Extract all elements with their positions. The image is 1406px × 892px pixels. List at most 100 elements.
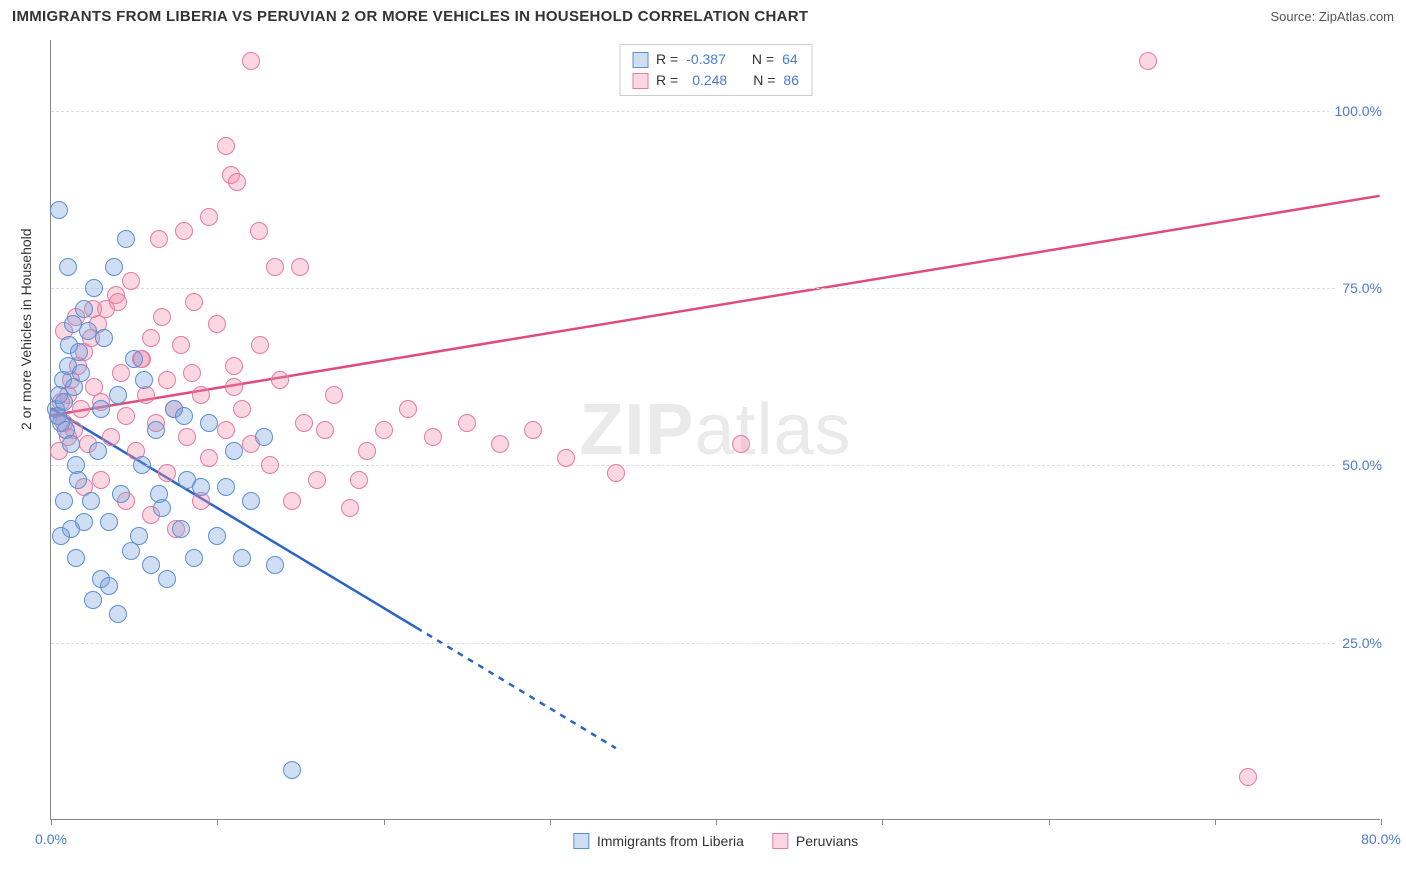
data-point-peruvian <box>358 442 376 460</box>
data-point-peruvian <box>1239 768 1257 786</box>
data-point-peruvian <box>185 293 203 311</box>
y-tick-label: 100.0% <box>1329 103 1382 119</box>
data-point-liberia <box>79 322 97 340</box>
data-point-liberia <box>172 520 190 538</box>
data-point-peruvian <box>251 336 269 354</box>
data-point-peruvian <box>375 421 393 439</box>
data-point-liberia <box>133 456 151 474</box>
data-point-peruvian <box>200 208 218 226</box>
trend-lines <box>51 40 1380 819</box>
data-point-peruvian <box>117 407 135 425</box>
data-point-liberia <box>185 549 203 567</box>
data-point-liberia <box>150 485 168 503</box>
data-point-liberia <box>109 386 127 404</box>
data-point-liberia <box>283 761 301 779</box>
data-point-liberia <box>92 400 110 418</box>
data-point-liberia <box>84 591 102 609</box>
x-tick-label: 80.0% <box>1361 831 1401 847</box>
legend-item-liberia: Immigrants from Liberia <box>573 833 744 849</box>
data-point-peruvian <box>153 308 171 326</box>
data-point-peruvian <box>112 364 130 382</box>
gridline <box>51 111 1380 112</box>
chart-title: IMMIGRANTS FROM LIBERIA VS PERUVIAN 2 OR… <box>12 8 808 25</box>
data-point-liberia <box>200 414 218 432</box>
data-point-peruvian <box>316 421 334 439</box>
x-tick <box>716 819 717 825</box>
data-point-peruvian <box>109 293 127 311</box>
data-point-liberia <box>225 442 243 460</box>
data-point-peruvian <box>158 371 176 389</box>
swatch-peruvian-icon <box>632 73 648 89</box>
data-point-liberia <box>217 478 235 496</box>
data-point-peruvian <box>158 464 176 482</box>
data-point-liberia <box>208 527 226 545</box>
data-point-liberia <box>109 605 127 623</box>
data-point-peruvian <box>72 400 90 418</box>
data-point-liberia <box>62 435 80 453</box>
y-axis-title: 2 or more Vehicles in Household <box>18 228 34 430</box>
data-point-liberia <box>52 527 70 545</box>
data-point-peruvian <box>491 435 509 453</box>
data-point-peruvian <box>122 272 140 290</box>
y-tick-label: 50.0% <box>1336 457 1382 473</box>
data-point-peruvian <box>1139 52 1157 70</box>
data-point-peruvian <box>424 428 442 446</box>
data-point-liberia <box>69 471 87 489</box>
x-tick-label: 0.0% <box>35 831 67 847</box>
legend-series: Immigrants from Liberia Peruvians <box>573 833 858 849</box>
x-tick <box>217 819 218 825</box>
data-point-peruvian <box>233 400 251 418</box>
x-tick <box>882 819 883 825</box>
scatter-plot-area: ZIPatlas R = -0.387 N = 64 R = 0.248 N =… <box>50 40 1380 820</box>
data-point-liberia <box>192 478 210 496</box>
data-point-peruvian <box>150 230 168 248</box>
swatch-liberia-icon <box>573 833 589 849</box>
data-point-liberia <box>100 577 118 595</box>
swatch-liberia-icon <box>632 52 648 68</box>
data-point-liberia <box>55 492 73 510</box>
data-point-peruvian <box>524 421 542 439</box>
legend-stats: R = -0.387 N = 64 R = 0.248 N = 86 <box>619 44 812 96</box>
data-point-peruvian <box>399 400 417 418</box>
data-point-peruvian <box>308 471 326 489</box>
data-point-liberia <box>266 556 284 574</box>
legend-stats-row-peruvian: R = 0.248 N = 86 <box>632 70 799 91</box>
y-tick-label: 25.0% <box>1336 635 1382 651</box>
data-point-peruvian <box>228 173 246 191</box>
data-point-peruvian <box>183 364 201 382</box>
data-point-liberia <box>105 258 123 276</box>
data-point-liberia <box>158 570 176 588</box>
data-point-liberia <box>100 513 118 531</box>
x-tick <box>1215 819 1216 825</box>
data-point-peruvian <box>291 258 309 276</box>
data-point-liberia <box>59 258 77 276</box>
data-point-peruvian <box>271 371 289 389</box>
source-label: Source: ZipAtlas.com <box>1270 9 1394 24</box>
data-point-liberia <box>130 527 148 545</box>
data-point-liberia <box>82 492 100 510</box>
data-point-peruvian <box>732 435 750 453</box>
data-point-peruvian <box>325 386 343 404</box>
data-point-liberia <box>242 492 260 510</box>
data-point-liberia <box>255 428 273 446</box>
data-point-peruvian <box>458 414 476 432</box>
data-point-peruvian <box>242 52 260 70</box>
data-point-liberia <box>117 230 135 248</box>
gridline <box>51 465 1380 466</box>
data-point-peruvian <box>175 222 193 240</box>
data-point-peruvian <box>208 315 226 333</box>
data-point-peruvian <box>295 414 313 432</box>
data-point-peruvian <box>283 492 301 510</box>
data-point-liberia <box>175 407 193 425</box>
data-point-peruvian <box>250 222 268 240</box>
data-point-peruvian <box>225 357 243 375</box>
watermark: ZIPatlas <box>579 389 851 471</box>
legend-stats-row-liberia: R = -0.387 N = 64 <box>632 49 799 70</box>
y-tick-label: 75.0% <box>1336 280 1382 296</box>
data-point-peruvian <box>261 456 279 474</box>
x-tick <box>1381 819 1382 825</box>
x-tick <box>1049 819 1050 825</box>
data-point-peruvian <box>92 471 110 489</box>
x-tick <box>51 819 52 825</box>
data-point-peruvian <box>172 336 190 354</box>
